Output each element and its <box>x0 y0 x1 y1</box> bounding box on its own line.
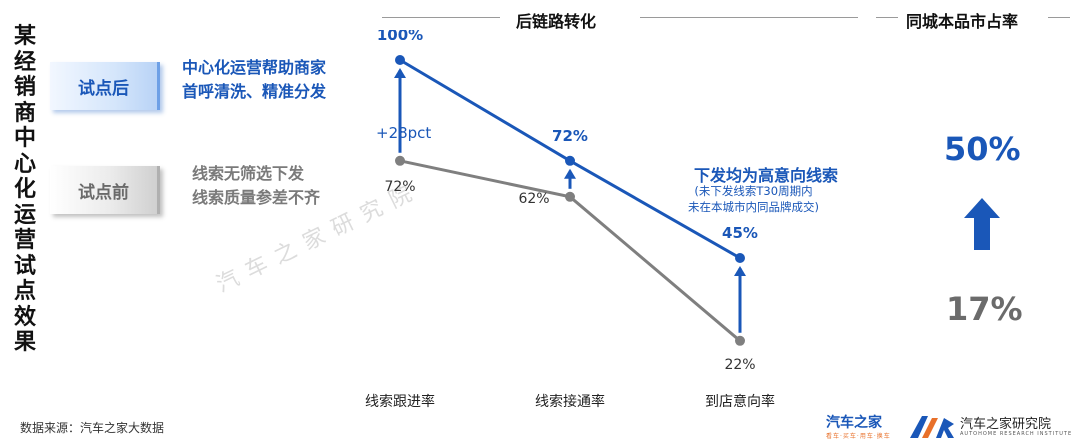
conversion-line-chart: 100% 72% 45% 72% 62% 22% 线索跟进率 线索接通率 到店意向率 <box>340 30 780 420</box>
header-rule-left <box>382 17 500 18</box>
x-tick-label: 线索跟进率 <box>365 393 435 410</box>
data-label-before: 22% <box>724 357 755 373</box>
data-label-after: 72% <box>552 127 588 145</box>
research-institute-logo-icon <box>908 414 956 440</box>
data-label-after: 45% <box>722 224 758 242</box>
data-label-after: 100% <box>377 30 423 44</box>
share-before-value: 17% <box>946 290 1023 328</box>
pilot-after-tag: 试点后 <box>50 62 160 110</box>
research-institute-name: 汽车之家研究院 <box>960 413 1051 432</box>
data-label-before: 62% <box>518 191 549 207</box>
note-subtext: (未下发线索T30周期内 未在本城市内同品牌成交) <box>688 183 819 215</box>
autohome-logo-tagline: 看车·买车·用车·换车 <box>826 431 891 440</box>
lift-annotation: +28pct <box>376 124 431 142</box>
data-point-before <box>565 192 575 202</box>
pilot-before-description: 线索无筛选下发 线索质量参差不齐 <box>192 162 320 210</box>
improvement-arrow-head <box>394 68 406 78</box>
data-point-after <box>395 55 405 65</box>
side-title: 某经销商中心化运营试点效果 <box>6 24 44 356</box>
share-rule-right <box>1048 17 1070 18</box>
share-header: 同城本品市占率 <box>906 8 1018 32</box>
pilot-after-line2: 首呼清洗、精准分发 <box>182 80 326 104</box>
note-line2: 未在本城市内同品牌成交) <box>688 199 819 215</box>
improvement-arrow-head <box>564 169 576 179</box>
pilot-before-tag: 试点前 <box>50 166 160 214</box>
improvement-arrow-head <box>734 266 746 276</box>
data-point-after <box>735 253 745 263</box>
pilot-after-line1: 中心化运营帮助商家 <box>182 56 326 80</box>
pilot-before-line2: 线索质量参差不齐 <box>192 186 320 210</box>
data-label-before: 72% <box>384 179 415 195</box>
x-tick-label: 线索接通率 <box>535 393 605 410</box>
share-rule-left <box>876 17 898 18</box>
share-up-arrow-icon <box>962 196 1002 252</box>
pilot-before-line1: 线索无筛选下发 <box>192 162 320 186</box>
share-after-value: 50% <box>944 130 1021 168</box>
data-point-before <box>395 156 405 166</box>
header-rule-right <box>640 17 858 18</box>
pilot-after-description: 中心化运营帮助商家 首呼清洗、精准分发 <box>182 56 326 104</box>
data-source: 数据来源：汽车之家大数据 <box>20 419 164 436</box>
x-tick-label: 到店意向率 <box>705 393 775 410</box>
data-point-before <box>735 336 745 346</box>
chain-header: 后链路转化 <box>516 8 596 32</box>
data-point-after <box>565 156 575 166</box>
research-institute-name-en: AUTOHOME RESEARCH INSTITUTE <box>960 431 1072 437</box>
note-line1: (未下发线索T30周期内 <box>688 183 819 199</box>
autohome-logo: 汽车之家 <box>826 412 882 432</box>
